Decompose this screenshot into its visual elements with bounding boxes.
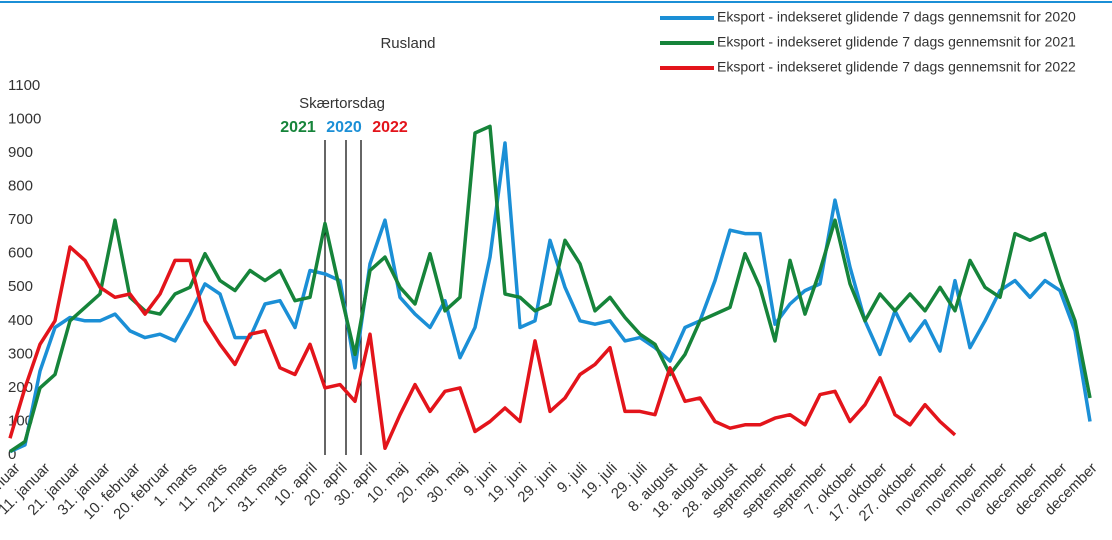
- legend-label: Eksport - indekseret glidende 7 dags gen…: [717, 34, 1076, 50]
- series-line: [8, 245, 957, 451]
- y-tick-label: 600: [8, 245, 33, 262]
- annotation-year: 2021: [280, 119, 316, 136]
- y-tick-label: 1100: [8, 77, 40, 94]
- chart-title: Rusland: [380, 35, 435, 52]
- y-tick-label: 900: [8, 144, 33, 161]
- y-tick-label: 400: [8, 312, 33, 329]
- annotation-year: 2022: [372, 119, 408, 136]
- y-tick-label: 1000: [8, 111, 41, 128]
- series-line: [9, 124, 1092, 454]
- y-tick-label: 0: [8, 446, 16, 463]
- y-tick-label: 800: [8, 178, 33, 195]
- y-tick-label: 500: [8, 278, 33, 295]
- y-tick-label: 200: [8, 379, 33, 396]
- legend-label: Eksport - indekseret glidende 7 dags gen…: [717, 9, 1076, 25]
- annotation-year: 2020: [326, 119, 362, 136]
- annotation-text: Skærtorsdag: [299, 95, 385, 112]
- legend-label: Eksport - indekseret glidende 7 dags gen…: [717, 59, 1076, 75]
- series-line: [9, 141, 1092, 454]
- y-tick-label: 700: [8, 211, 33, 228]
- y-tick-label: 300: [8, 345, 33, 362]
